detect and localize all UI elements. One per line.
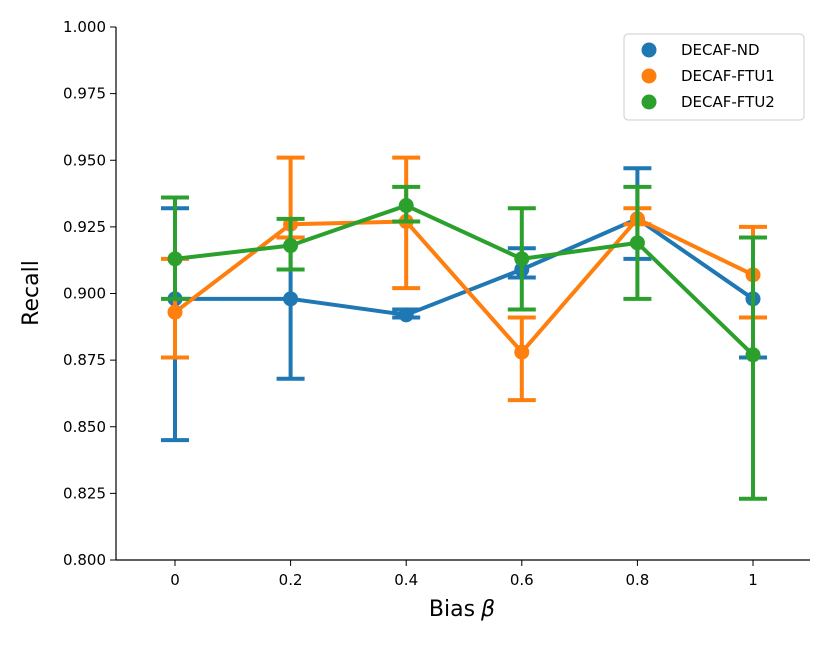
data-point bbox=[283, 291, 299, 307]
y-tick-label: 0.825 bbox=[63, 484, 106, 502]
data-point bbox=[629, 235, 645, 251]
data-point bbox=[167, 304, 183, 320]
legend-marker bbox=[641, 94, 657, 110]
y-axis-ticks: 0.800 0.825 0.850 0.875 0.900 0.925 0.950 0.975… bbox=[63, 18, 116, 569]
error-bar bbox=[739, 235, 767, 501]
legend: DECAF-ND DECAF-FTU1 DECAF-FTU2 bbox=[623, 33, 805, 121]
x-tick-label: 0.2 bbox=[279, 571, 303, 589]
legend-item-decaf-ftu2: DECAF-FTU2 bbox=[641, 93, 775, 111]
series-line bbox=[174, 203, 755, 357]
x-axis-title-symbol: β bbox=[480, 597, 495, 622]
legend-label: DECAF-FTU1 bbox=[681, 67, 775, 85]
x-axis-title-text: Bias bbox=[429, 597, 475, 622]
x-axis-title: Bias β bbox=[429, 597, 495, 622]
data-point bbox=[398, 307, 414, 323]
legend-marker bbox=[641, 42, 657, 58]
legend-label: DECAF-ND bbox=[681, 41, 760, 59]
x-tick-label: 0.8 bbox=[625, 571, 649, 589]
series-decaf-ftu2 bbox=[161, 184, 767, 501]
x-axis-ticks: 0 0.2 0.4 0.6 0.8 1 bbox=[170, 560, 758, 589]
x-tick-label: 0.6 bbox=[510, 571, 534, 589]
data-point bbox=[514, 344, 530, 360]
series-line bbox=[173, 216, 754, 355]
y-tick-label: 0.875 bbox=[63, 351, 106, 369]
error-bar bbox=[161, 195, 189, 301]
x-tick-label: 0 bbox=[170, 571, 180, 589]
y-tick-label: 0.975 bbox=[63, 85, 106, 103]
data-point bbox=[514, 251, 530, 267]
data-point bbox=[745, 347, 761, 363]
legend-item-decaf-ftu1: DECAF-FTU1 bbox=[641, 67, 775, 85]
series-line bbox=[175, 216, 755, 317]
y-tick-label: 0.800 bbox=[63, 551, 106, 569]
legend-item-decaf-nd: DECAF-ND bbox=[641, 41, 760, 59]
legend-label: DECAF-FTU2 bbox=[681, 93, 775, 111]
legend-frame bbox=[623, 33, 805, 121]
series-decaf-nd bbox=[161, 166, 767, 443]
y-tick-label: 0.900 bbox=[63, 285, 106, 303]
y-tick-label: 0.925 bbox=[63, 218, 106, 236]
y-axis-title: Recall bbox=[19, 260, 44, 326]
data-point bbox=[167, 251, 183, 267]
y-tick-label: 1.000 bbox=[63, 18, 106, 36]
legend-marker bbox=[641, 68, 657, 84]
x-tick-label: 0.4 bbox=[394, 571, 418, 589]
series-layer bbox=[161, 155, 767, 501]
y-tick-label: 0.950 bbox=[63, 151, 106, 169]
data-point bbox=[398, 198, 414, 214]
data-point bbox=[283, 238, 299, 254]
x-tick-label: 1 bbox=[748, 571, 758, 589]
y-tick-label: 0.850 bbox=[63, 418, 106, 436]
